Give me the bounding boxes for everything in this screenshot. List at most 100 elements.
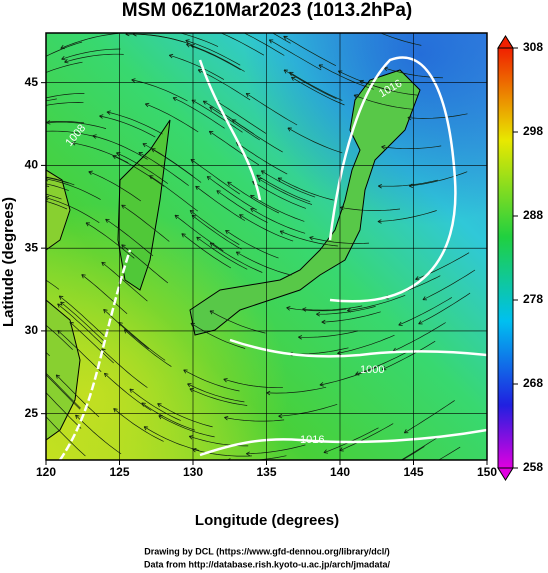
isobar [198,59,262,201]
streamline-arrow [339,205,345,211]
streamline [195,185,245,221]
streamline [189,388,248,406]
streamline [46,176,75,186]
y-tick-label: 45 [25,75,39,89]
streamline [142,143,194,177]
colorbar-min-arrow [497,467,514,481]
streamline [46,130,97,138]
colorbar-max-arrow [497,35,514,49]
streamline-arrow [131,78,136,83]
streamline-arrow [157,403,162,408]
streamline-arrow [381,366,387,371]
y-tick-label: 25 [25,406,39,420]
streamline-arrow [99,114,104,119]
colorbar [497,47,514,469]
streamline [124,329,172,367]
streamline [61,48,121,60]
korea [117,119,171,291]
streamline [250,194,305,222]
china-coast [46,169,81,441]
streamline-arrow [174,214,179,220]
streamline [185,40,241,66]
streamline-arrow [309,236,314,241]
streamline [409,171,468,187]
streamline [216,190,268,223]
colorbar-tick-label: 288 [523,208,543,222]
streamline [129,388,181,421]
streamline [398,297,452,326]
streamline [105,218,154,257]
streamline [337,334,395,354]
streamline-arrow [85,222,91,227]
streamline [58,295,105,336]
streamline [392,322,446,352]
streamline-arrow [185,39,190,44]
streamline-arrow [398,321,403,326]
streamline [183,369,240,392]
streamline [278,403,338,417]
streamline-arrow [75,414,80,419]
streamline [46,185,50,187]
streamline [236,251,292,276]
streamline-arrow [355,371,360,376]
streamline-arrow [88,170,93,175]
colorbar-tick-label: 258 [523,460,543,474]
streamline [174,214,224,252]
streamline [46,61,83,73]
streamline-arrow [224,415,229,421]
streamline-arrow [227,181,232,186]
grid [46,33,487,460]
streamline [46,93,85,99]
x-tick-label: 150 [477,465,497,479]
streamline [178,33,219,47]
streamline [198,69,251,101]
streamline-arrow [69,321,74,326]
streamline-arrow [216,190,221,195]
streamline [172,97,225,129]
streamline [355,349,411,375]
x-tick-label: 135 [256,465,276,479]
y-tick-label: 40 [25,158,39,172]
streamline-arrow [158,415,163,420]
streamline-arrow [209,310,214,315]
streamline-arrow [381,145,386,150]
streamline [226,455,287,460]
streamline [302,305,363,311]
streamline-arrow [129,388,134,393]
isobar [199,428,487,457]
streamline [88,171,142,202]
streamline [418,292,471,325]
streamline-arrow [188,435,194,440]
streamline [316,306,376,315]
streamline-arrow [377,219,382,224]
colorbar-tick-label: 268 [523,376,543,390]
streamline-arrow [415,276,420,281]
streamline-arrow [302,307,307,312]
streamline-arrow [386,466,390,469]
streamline-arrow [232,27,236,31]
streamline [46,98,57,102]
streamline [223,378,283,389]
streamline [232,119,283,153]
streamline [46,200,68,210]
streamline [191,99,243,133]
streamline-arrow [105,218,110,223]
streamline [438,446,461,460]
streamline [181,233,232,269]
streamline [189,210,240,245]
streamline [339,423,394,452]
axes: 120 125 130 135 140 145 150 25 30 35 40 45 [25,75,498,479]
streamline [404,400,455,434]
x-tick-label: 140 [330,465,350,479]
streamline [220,33,265,56]
streamline-arrow [24,123,28,127]
streamline-arrow [277,177,283,182]
streamline-arrow [186,43,191,48]
streamlines [24,27,476,469]
streamline-arrow [197,69,203,74]
streamline-arrow [422,296,427,301]
streamline-arrow [81,274,86,279]
streamline [309,237,370,244]
streamline-arrow [283,69,289,74]
isobar [58,249,132,460]
